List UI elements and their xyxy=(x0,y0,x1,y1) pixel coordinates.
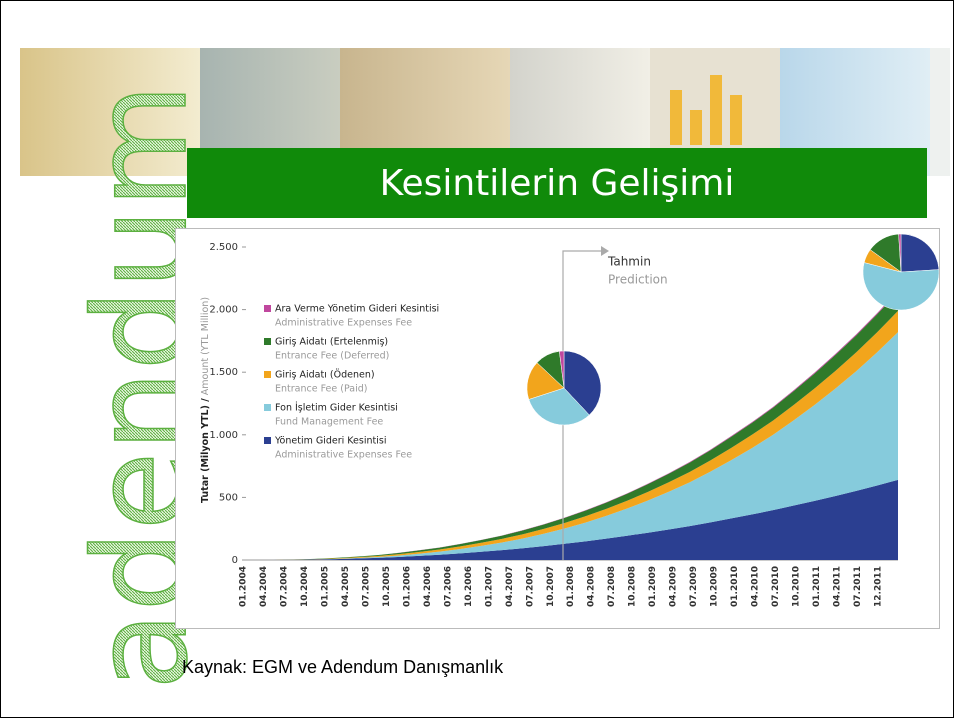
pie-slice xyxy=(862,262,939,311)
x-tick-label: 10.2006 xyxy=(464,566,474,607)
y-tick-label: 500 xyxy=(219,492,238,503)
x-tick-label: 10.2004 xyxy=(300,566,310,607)
x-tick-label: 07.2006 xyxy=(443,566,453,607)
legend-label: Giriş Aidatı (Ertelenmiş) xyxy=(275,337,388,348)
legend-swatch xyxy=(264,305,271,312)
y-axis-label-part: Amount (YTL Million) xyxy=(200,297,211,395)
y-axis-label: Tutar (Milyon YTL) / Amount (YTL Million… xyxy=(200,297,211,503)
prediction-arrow xyxy=(601,246,609,256)
source: Kaynak: EGM ve Adendum Danışmanlık xyxy=(182,657,504,677)
legend-label-en: Fund Management Fee xyxy=(275,417,383,428)
prediction-line xyxy=(562,250,603,560)
x-tick-label: 04.2010 xyxy=(751,566,761,607)
annotation: Tahmin xyxy=(607,255,651,269)
x-tick-label: 04.2008 xyxy=(587,566,597,607)
x-tick-label: 10.2007 xyxy=(546,566,556,607)
x-tick-label: 07.2004 xyxy=(279,566,289,607)
legend-swatch xyxy=(264,371,271,378)
legend-swatch xyxy=(264,338,271,345)
legend-label: Fon İşletim Gider Kesintisi xyxy=(275,403,398,414)
x-tick-label: 01.2007 xyxy=(484,566,494,607)
x-tick-label: 04.2006 xyxy=(423,566,433,607)
slide-title: Kesintilerin Gelişimi xyxy=(380,163,735,204)
legend-label-en: Entrance Fee (Paid) xyxy=(275,384,367,395)
legend-swatch xyxy=(264,404,271,411)
x-tick-label: 04.2009 xyxy=(669,566,679,607)
x-tick-label: 07.2010 xyxy=(771,566,781,607)
x-tick-label: 10.2009 xyxy=(710,566,720,607)
legend-label-en: Administrative Expenses Fee xyxy=(275,450,412,461)
x-tick-label: 01.2004 xyxy=(239,566,249,607)
x-tick-label: 07.2009 xyxy=(689,566,699,607)
pie-slice xyxy=(559,350,565,389)
x-tick-label: 01.2005 xyxy=(320,566,330,607)
x-tick-label: 07.2008 xyxy=(607,566,617,607)
legend-swatch xyxy=(264,437,271,444)
y-tick-label: 2.000 xyxy=(209,305,238,316)
pie-slice xyxy=(563,350,602,416)
title-bar xyxy=(187,148,927,218)
y-tick-label: 2.500 xyxy=(209,242,238,253)
x-tick-label: 12.2011 xyxy=(874,566,884,607)
pie-slice xyxy=(898,233,902,273)
legend-label-en: Entrance Fee (Deferred) xyxy=(275,351,389,362)
x-tick-label: 01.2009 xyxy=(648,566,658,607)
area xyxy=(252,310,898,560)
pie-slice xyxy=(528,387,590,426)
x-tick-label: 10.2008 xyxy=(628,566,638,607)
legend-label: Yönetim Gideri Kesintisi xyxy=(274,436,386,447)
x-tick-label: 10.2010 xyxy=(792,566,802,607)
x-tick-label: 07.2005 xyxy=(361,566,371,607)
x-tick-label: 04.2007 xyxy=(505,566,515,607)
y-axis-label-part: Tutar (Milyon YTL) / xyxy=(200,398,211,503)
y-tick-label: 1.500 xyxy=(209,367,238,378)
x-tick-label: 07.2011 xyxy=(853,566,863,607)
area xyxy=(252,332,898,560)
y-tick-label: 1.000 xyxy=(209,430,238,441)
x-tick-label: 10.2005 xyxy=(382,566,392,607)
legend-label: Giriş Aidatı (Ödenen) xyxy=(275,370,375,381)
x-tick-label: 04.2004 xyxy=(259,566,269,607)
pies xyxy=(526,233,939,426)
legend-label-en: Administrative Expenses Fee xyxy=(275,318,412,329)
pie-slice xyxy=(900,233,939,273)
x-tick-label: 04.2005 xyxy=(341,566,351,607)
y-tick-label: 0 xyxy=(232,555,238,566)
annotation: Prediction xyxy=(608,273,668,287)
x-tick-label: 07.2007 xyxy=(525,566,535,607)
x-tick-label: 01.2011 xyxy=(812,566,822,607)
x-tick-label: 01.2010 xyxy=(730,566,740,607)
x-tick-label: 04.2011 xyxy=(833,566,843,607)
area xyxy=(252,479,898,560)
x-tick-label: 01.2008 xyxy=(566,566,576,607)
legend-label: Ara Verme Yönetim Gideri Kesintisi xyxy=(275,304,439,315)
x-tick-label: 01.2006 xyxy=(402,566,412,607)
